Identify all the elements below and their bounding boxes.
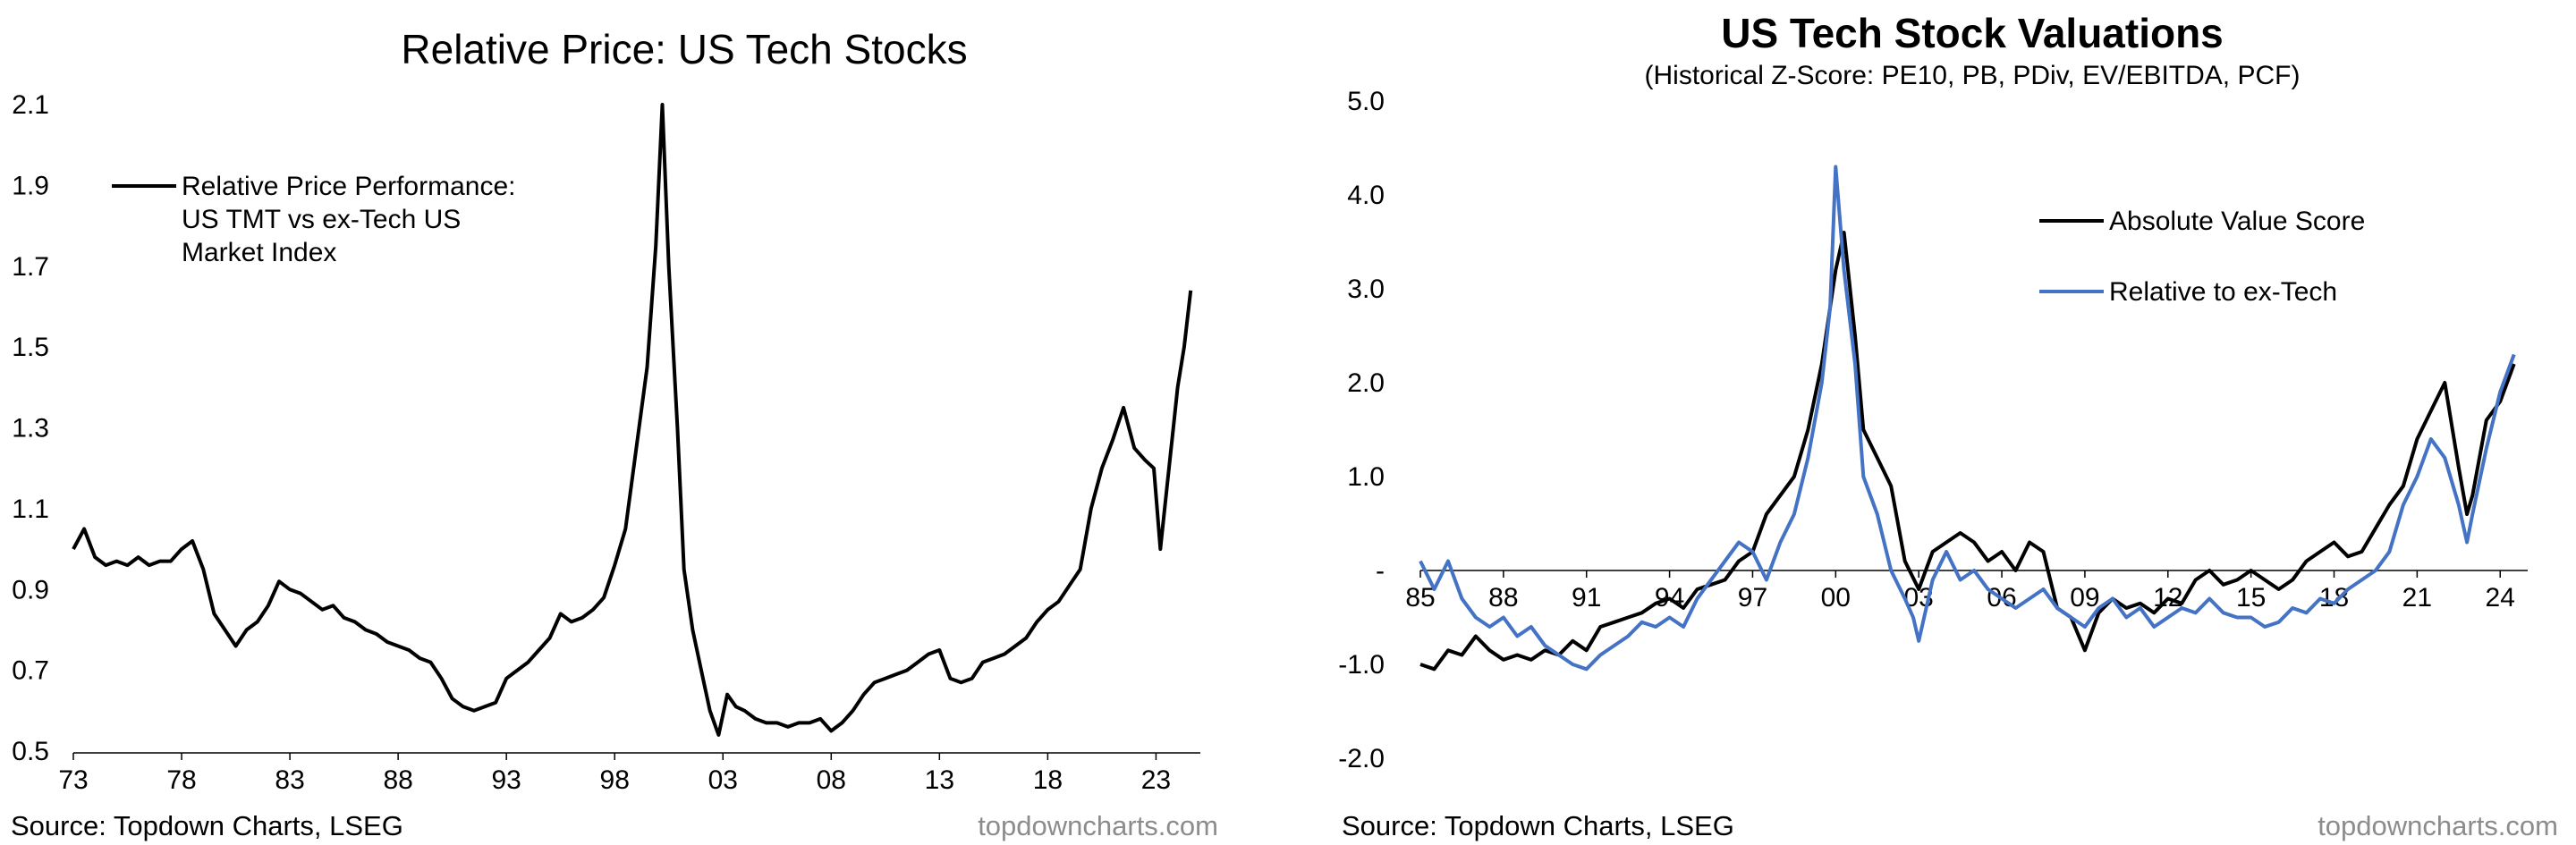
series-line-1 <box>72 103 1193 737</box>
x-tick-label: 13 <box>925 765 954 795</box>
chart-source: Source: Topdown Charts, LSEG <box>11 810 403 841</box>
y-tick-label: -1.0 <box>1338 650 1385 680</box>
legend-label: Relative Price Performance: <box>182 172 515 201</box>
chart-title: Relative Price: US Tech Stocks <box>401 26 968 72</box>
chart-title: US Tech Stock Valuations <box>1721 10 2224 56</box>
y-tick-label: 1.3 <box>12 414 49 444</box>
chart-brand: topdowncharts.com <box>2318 810 2558 841</box>
y-tick-label: 1.7 <box>12 252 49 282</box>
y-tick-label: 1.1 <box>12 494 49 524</box>
y-tick-label: 2.1 <box>12 90 49 120</box>
x-tick-label: 93 <box>491 765 521 795</box>
x-tick-label: 91 <box>1572 583 1601 613</box>
legend-label: US TMT vs ex-Tech US <box>182 205 461 234</box>
y-tick-label: 1.9 <box>12 171 49 200</box>
chart-source: Source: Topdown Charts, LSEG <box>1342 810 1734 841</box>
chart-plot-area: 0.5 0.7 0.9 1.1 1.3 1.5 1.7 1.9 2.1 73 78 83 88 93 98 0… <box>12 90 1200 795</box>
chart-plot-area: -2.0-1.0-1.02.03.04.05.085 88 91 94 97 00 03 06… <box>1338 87 2528 773</box>
y-tick-label: 1.0 <box>1347 462 1385 492</box>
x-tick-label: 88 <box>1488 583 1518 613</box>
x-tick-label: 24 <box>2486 583 2515 613</box>
x-tick-label: 00 <box>1821 583 1851 613</box>
x-tick-label: 18 <box>2319 583 2349 613</box>
y-tick-label: -2.0 <box>1338 744 1385 773</box>
series-line-1 <box>1419 231 2516 672</box>
x-tick-label: 97 <box>1738 583 1767 613</box>
x-tick-label: 98 <box>600 765 630 795</box>
chart-panel-valuations: US Tech Stock Valuations (Historical Z-S… <box>1288 0 2576 845</box>
chart-panel-relative-price: Relative Price: US Tech Stocks 0.5 0.7 0.9… <box>11 26 1218 841</box>
x-tick-label: 85 <box>1405 583 1435 613</box>
y-tick-label: 3.0 <box>1347 275 1385 304</box>
y-tick-label: 1.5 <box>12 333 49 362</box>
x-tick-label: 83 <box>275 765 304 795</box>
y-tick-label: 0.9 <box>12 575 49 604</box>
x-tick-label: 23 <box>1141 765 1171 795</box>
y-tick-label: 0.7 <box>12 656 49 686</box>
x-tick-label: 08 <box>817 765 846 795</box>
x-tick-label: 88 <box>383 765 412 795</box>
y-tick-label: 0.5 <box>12 737 49 766</box>
x-tick-label: 78 <box>166 765 196 795</box>
x-tick-label: 03 <box>708 765 738 795</box>
x-tick-label: 15 <box>2236 583 2266 613</box>
y-tick-label: 4.0 <box>1347 181 1385 210</box>
legend-label: Market Index <box>182 238 336 267</box>
chart-subtitle: (Historical Z-Score: PE10, PB, PDiv, EV/… <box>1644 61 2301 90</box>
x-tick-label: 18 <box>1033 765 1063 795</box>
y-tick-label: 5.0 <box>1347 87 1385 116</box>
legend-label: Relative to ex-Tech <box>2109 277 2337 307</box>
y-tick-label: - <box>1376 556 1385 586</box>
legend-label: Absolute Value Score <box>2109 207 2365 236</box>
x-tick-label: 21 <box>2402 583 2432 613</box>
y-tick-label: 2.0 <box>1347 368 1385 398</box>
chart-brand: topdowncharts.com <box>978 810 1218 841</box>
series-line-2 <box>1419 165 2516 672</box>
x-tick-label: 73 <box>58 765 88 795</box>
x-tick-label: 09 <box>2070 583 2099 613</box>
